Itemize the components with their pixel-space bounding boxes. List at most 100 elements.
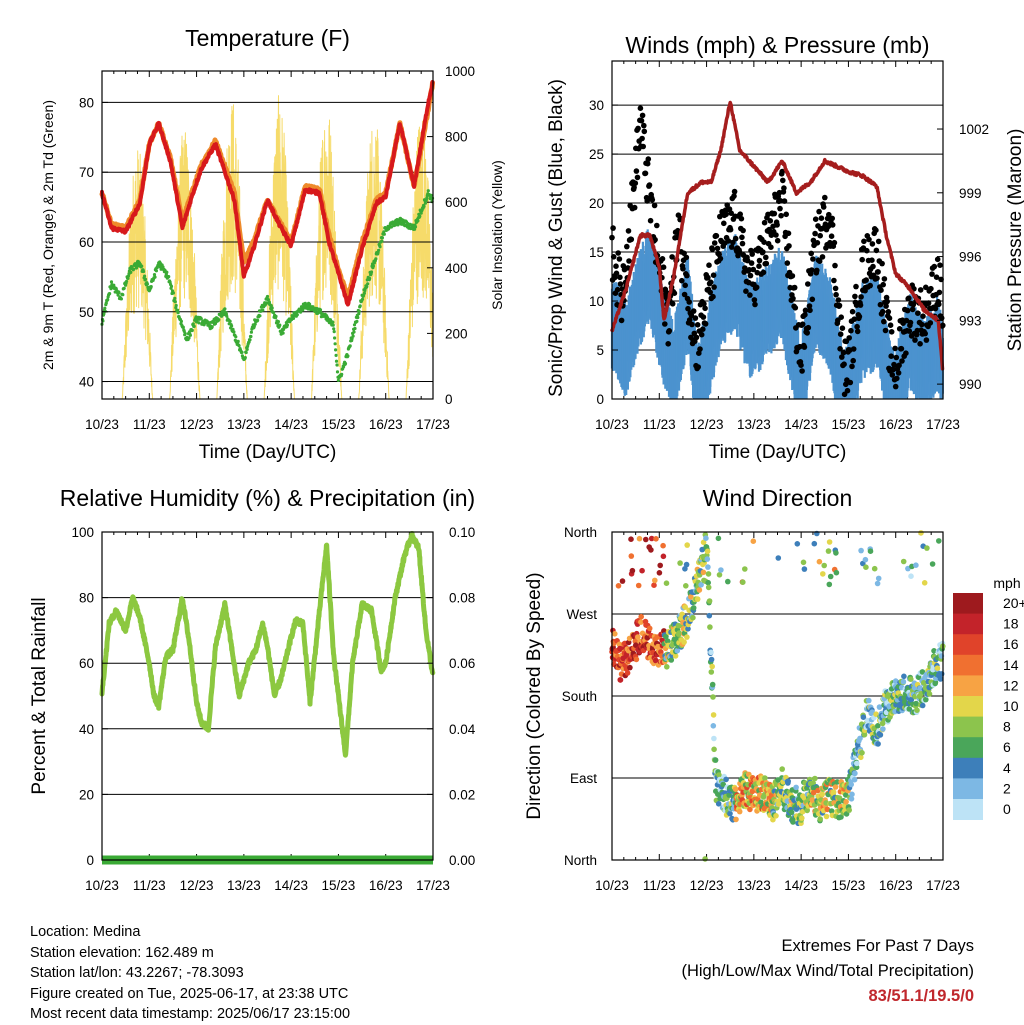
wind-gust-point: [613, 263, 619, 270]
wind-gust-point: [774, 222, 780, 228]
dewpoint-point: [223, 307, 227, 311]
wind-direction-point: [616, 641, 623, 648]
x-tick-label: 16/23: [879, 417, 913, 432]
wind-gust-point: [849, 308, 856, 315]
wind-gust-point: [760, 249, 766, 255]
dewpoint-point: [422, 204, 426, 208]
wind-gust-point: [819, 254, 826, 260]
wind-direction-point: [617, 677, 624, 683]
wind-gust-point: [641, 122, 647, 129]
y-tick-label: 60: [79, 235, 94, 250]
wind-direction-point: [848, 781, 854, 788]
y-axis-label-left: Direction (Colored By Speed): [524, 572, 545, 819]
wind-gust-point: [829, 222, 836, 228]
wind-gust-point: [846, 335, 852, 341]
wind-gust-point: [810, 256, 816, 262]
dewpoint-point: [244, 350, 248, 355]
x-tick-label: 13/23: [227, 417, 261, 432]
wind-gust-point: [710, 272, 717, 279]
wind-gust-point: [635, 125, 641, 132]
wind-gust-point: [639, 112, 646, 119]
dewpoint-point: [119, 297, 123, 301]
wind-gust-point: [812, 216, 819, 222]
wind-gust-point: [925, 300, 932, 306]
wind-gust-point: [707, 279, 714, 286]
wind-gust-point: [896, 362, 902, 369]
wind-direction-point: [683, 561, 690, 568]
dewpoint-point: [416, 219, 420, 223]
wind-gust-point: [934, 256, 941, 263]
wind-direction-point: [924, 545, 930, 551]
wind-gust-point: [773, 232, 779, 238]
wind-gust-point: [856, 313, 863, 320]
extremes-heading: Extremes For Past 7 Days: [781, 937, 974, 955]
wind-direction-point: [823, 813, 830, 820]
wind-direction-point: [638, 619, 644, 625]
wind-direction-point: [762, 775, 768, 781]
wind-gust-point: [702, 305, 708, 312]
wind-gust-point: [626, 258, 632, 264]
dewpoint-point: [331, 320, 335, 324]
dewpoint-point: [266, 298, 270, 302]
wind-direction-point: [710, 694, 716, 700]
wind-direction-point: [684, 542, 690, 548]
wind-direction-point: [862, 556, 869, 563]
dewpoint-point: [258, 314, 262, 318]
wind-direction-point: [612, 631, 618, 637]
dewpoint-point: [351, 334, 355, 338]
wind-direction-point: [790, 819, 796, 825]
x-tick-label: 17/23: [926, 878, 960, 893]
wind-gust-point: [680, 266, 686, 272]
wind-direction-point: [843, 792, 849, 798]
wind-gust-point: [683, 254, 690, 261]
dewpoint-point: [413, 225, 418, 229]
wind-gust-point: [709, 246, 716, 252]
dewpoint-point: [253, 322, 257, 326]
wind-gust-point: [698, 331, 705, 338]
dewpoint-point: [213, 321, 218, 326]
y-tick-label-right: 996: [959, 250, 982, 265]
wind-gust-point: [706, 262, 712, 269]
wind-direction-point: [660, 542, 666, 549]
wind-gust-point: [731, 188, 738, 195]
wind-gust-point: [917, 287, 924, 293]
wind-gust-point: [713, 233, 720, 239]
wind-gust-point: [688, 312, 695, 319]
wind-gust-point: [663, 289, 670, 296]
wind-direction-point: [804, 807, 810, 814]
dewpoint-point: [332, 330, 336, 334]
dewpoint-point: [265, 294, 270, 299]
wind-direction-point: [705, 564, 711, 570]
dewpoint-point: [291, 316, 296, 320]
x-tick-label: 14/23: [784, 878, 818, 893]
y-tick-label: 0: [86, 853, 94, 868]
wind-gust-point: [640, 143, 646, 150]
dewpoint-point: [256, 318, 260, 322]
wind-gust-point: [831, 277, 837, 284]
wind-gust-point: [711, 240, 718, 246]
x-tick-label: 14/23: [784, 417, 818, 432]
wind-gust-point: [615, 250, 621, 256]
y-tick-label-right: 993: [959, 313, 982, 328]
wind-direction-point: [696, 587, 703, 593]
dewpoint-point: [245, 347, 249, 351]
wind-gust-point: [849, 363, 855, 370]
dewpoint-point: [228, 319, 232, 323]
x-tick-label: 11/23: [643, 878, 676, 893]
wind-gust-point: [828, 233, 835, 239]
wind-gust-point: [684, 272, 690, 279]
dewpoint-point: [197, 321, 201, 325]
station-info: Location: Medina Station elevation: 162.…: [30, 922, 350, 1025]
wind-gust-point: [778, 212, 784, 219]
wind-direction-point: [651, 582, 657, 588]
y-tick-label: 80: [79, 591, 94, 606]
wind-gust-point: [799, 321, 806, 328]
wind-gust-point: [896, 326, 903, 332]
wind-gust-point: [887, 322, 894, 329]
wind-direction-point: [788, 809, 795, 816]
wind-gust-point: [645, 156, 652, 162]
legend-label: 0: [1003, 801, 1011, 817]
wind-direction-point: [919, 702, 926, 709]
dewpoint-point: [331, 323, 335, 327]
wind-gust-point: [805, 324, 812, 331]
